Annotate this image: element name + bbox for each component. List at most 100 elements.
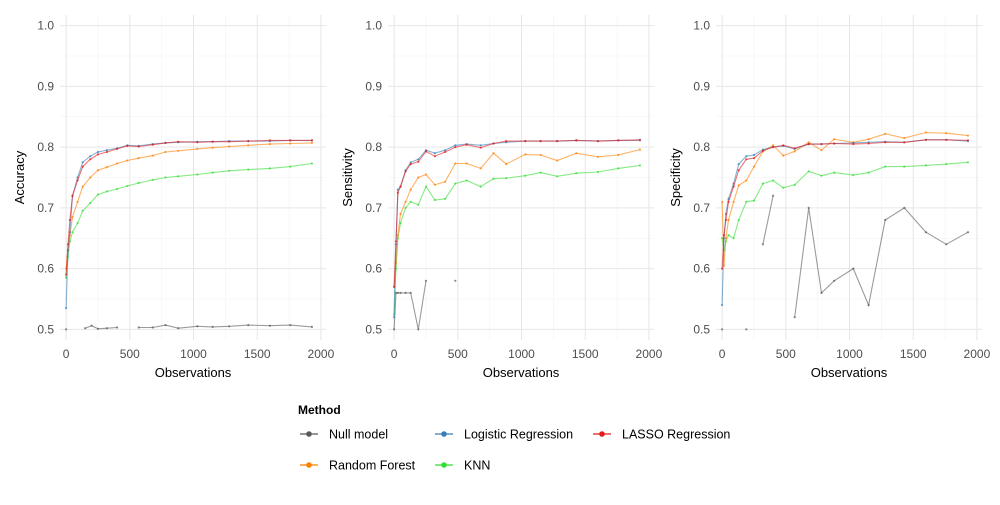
data-point-lasso-regression: [852, 143, 855, 146]
data-point-lasso-regression: [966, 139, 970, 142]
data-point-logistic-regression: [752, 153, 756, 157]
legend-entry-lasso-regression: LASSO Regression: [593, 428, 730, 442]
data-point-knn: [433, 198, 436, 202]
data-point-lasso-regression: [444, 150, 447, 154]
y-axis-title: Sensitivity: [340, 148, 355, 207]
data-point-null-model: [409, 291, 412, 294]
data-point-lasso-regression: [505, 140, 508, 143]
y-tick-label: 0.6: [365, 262, 382, 276]
data-point-null-model: [884, 218, 887, 222]
data-point-knn: [289, 165, 292, 168]
data-point-knn: [228, 169, 231, 172]
series-line-logistic-regression: [65, 139, 312, 309]
panel-specificity: 0.5 0.6 0.7 0.8 0.9 1.0 0 500 1000 1500 2000 Observ…: [668, 15, 991, 380]
data-point-null-model: [745, 328, 748, 331]
data-point-random-forest: [164, 150, 167, 154]
panel-accuracy-grid: [60, 15, 326, 340]
x-tick-label: 500: [448, 347, 468, 361]
data-point-knn: [556, 175, 559, 178]
y-axis-title: Specificity: [668, 148, 683, 207]
y-tick-label: 0.8: [693, 140, 710, 154]
x-tick-label: 0: [719, 347, 726, 361]
data-point-random-forest: [596, 155, 600, 158]
data-point-random-forest: [732, 200, 735, 203]
data-point-lasso-regression: [433, 155, 436, 158]
data-point-random-forest: [556, 159, 559, 162]
data-point-random-forest: [196, 147, 199, 150]
series-lasso-regression: [721, 138, 970, 270]
y-tick-label: 0.6: [693, 262, 710, 276]
data-point-knn: [424, 185, 428, 188]
data-point-lasso-regression: [65, 273, 68, 276]
data-point-lasso-regression: [752, 157, 756, 160]
data-point-knn: [745, 200, 748, 203]
y-tick-label: 0.8: [37, 140, 54, 154]
y-tick-label: 0.5: [693, 322, 710, 336]
series-knn: [65, 162, 314, 279]
legend-label-random-forest: Random Forest: [329, 459, 416, 473]
data-point-random-forest: [105, 166, 108, 169]
data-point-random-forest: [492, 152, 495, 155]
data-point-random-forest: [76, 200, 79, 203]
data-point-random-forest: [505, 163, 508, 166]
data-point-random-forest: [772, 144, 775, 147]
data-point-knn: [116, 187, 119, 191]
data-point-lasso-regression: [903, 141, 906, 144]
data-point-knn: [782, 186, 785, 189]
data-point-random-forest: [228, 145, 231, 148]
legend-entry-logistic-regression: Logistic Regression: [435, 428, 573, 442]
data-point-random-forest: [752, 165, 756, 168]
data-point-lasso-regression: [833, 142, 836, 145]
y-tick-label: 0.5: [365, 322, 382, 336]
data-point-logistic-regression: [417, 158, 420, 161]
data-point-knn: [454, 182, 457, 185]
data-point-knn: [465, 179, 468, 182]
data-point-lasso-regression: [724, 218, 728, 222]
legend-key-point-null-model: [306, 431, 312, 437]
data-point-knn: [539, 171, 542, 174]
y-tick-label: 0.6: [37, 262, 54, 276]
data-point-logistic-regression: [454, 144, 457, 147]
data-point-lasso-regression: [399, 185, 402, 188]
data-point-lasso-regression: [492, 142, 495, 145]
data-point-lasso-regression: [782, 144, 785, 147]
data-point-random-forest: [404, 200, 407, 203]
data-point-lasso-regression: [396, 191, 399, 194]
series-null-model: [393, 279, 457, 331]
data-point-null-model: [424, 279, 428, 282]
data-point-knn: [867, 171, 870, 174]
data-point-random-forest: [116, 162, 119, 165]
data-point-null-model: [903, 206, 906, 209]
data-point-knn: [924, 164, 928, 167]
series-lasso-regression: [393, 138, 642, 288]
data-point-null-model: [924, 231, 928, 234]
data-point-null-model: [96, 327, 100, 330]
y-axis-title: Accuracy: [12, 150, 27, 204]
data-point-random-forest: [782, 154, 785, 157]
data-point-null-model: [399, 291, 402, 294]
data-point-lasso-regression: [268, 139, 271, 142]
data-point-lasso-regression: [454, 146, 457, 149]
data-point-random-forest: [867, 138, 870, 141]
data-point-lasso-regression: [68, 218, 71, 222]
legend-key-point-knn: [441, 462, 447, 468]
data-point-random-forest: [721, 200, 724, 203]
data-point-null-model: [211, 325, 214, 328]
data-point-lasso-regression: [721, 267, 724, 270]
x-tick-label: 2000: [964, 347, 991, 361]
data-point-random-forest: [454, 162, 457, 165]
legend-label-logistic-regression: Logistic Regression: [464, 428, 573, 442]
data-point-random-forest: [417, 176, 420, 179]
legend-key-point-lasso-regression: [599, 431, 605, 437]
data-point-null-model: [228, 325, 231, 328]
y-tick-label: 1.0: [693, 19, 710, 33]
data-point-random-forest: [71, 215, 74, 219]
data-point-lasso-regression: [867, 142, 870, 145]
data-point-lasso-regression: [465, 143, 468, 146]
data-point-lasso-regression: [89, 158, 92, 161]
data-point-null-model: [268, 324, 271, 327]
data-point-logistic-regression: [433, 152, 436, 155]
data-point-knn: [820, 174, 823, 177]
data-point-null-model: [966, 231, 970, 234]
data-point-knn: [105, 190, 108, 193]
